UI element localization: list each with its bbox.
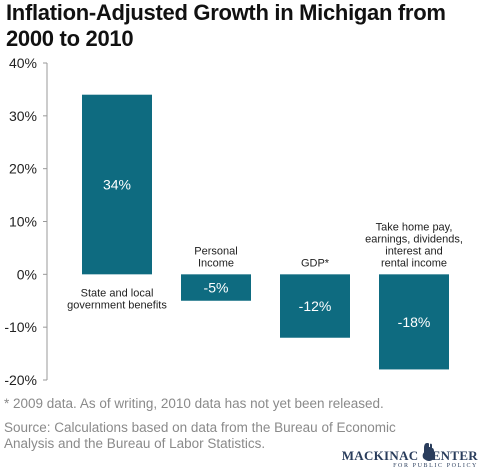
data-label: -18%: [398, 314, 431, 330]
bar: [82, 94, 152, 275]
category-label-line: State and local: [81, 287, 154, 299]
mackinac-logo: MACKINAC CENTER FOR PUBLIC POLICY: [342, 443, 478, 472]
source-note: Source: Calculations based on data from …: [4, 420, 396, 451]
bar: [280, 274, 350, 338]
category-label-line: interest and: [385, 245, 442, 257]
y-tick-label: -10%: [4, 319, 37, 335]
category-label-line: GDP*: [301, 257, 330, 269]
data-label: 34%: [103, 177, 131, 193]
y-tick-label: 30%: [9, 108, 37, 124]
bar-chart: 40% 30% 20% 10% 0% -10% -20% 34% State and local…: [4, 55, 463, 388]
logo-name: MACKINAC CENTER: [341, 448, 478, 463]
footnote: * 2009 data. As of writing, 2010 data ha…: [4, 396, 384, 411]
category-label-line: rental income: [381, 257, 447, 269]
category-label: Personal Income: [194, 245, 237, 269]
category-label-line: government benefits: [67, 299, 167, 311]
category-label-line: Income: [198, 257, 234, 269]
logo-tagline: FOR PUBLIC POLICY: [393, 463, 478, 469]
category-label: State and local government benefits: [67, 287, 167, 311]
category-label-line: Take home pay,: [376, 221, 453, 233]
y-tick-label: 0%: [17, 266, 37, 282]
michigan-mitten-icon: [424, 443, 434, 461]
data-label: -5%: [204, 280, 229, 296]
data-label: -12%: [299, 298, 332, 314]
bar: [379, 274, 449, 370]
y-tick-label: 10%: [9, 214, 37, 230]
chart-title: Inflation-Adjusted Growth in Michigan fr…: [6, 0, 446, 51]
category-label: GDP*: [301, 257, 330, 269]
category-label-line: earnings, dividends,: [365, 233, 463, 245]
category-label: Take home pay, earnings, dividends, intere…: [365, 221, 463, 269]
y-tick-label: 40%: [9, 55, 37, 71]
bar: [181, 274, 251, 301]
y-tick-label: -20%: [4, 372, 37, 388]
y-tick-label: 20%: [9, 161, 37, 177]
category-label-line: Personal: [194, 245, 237, 257]
